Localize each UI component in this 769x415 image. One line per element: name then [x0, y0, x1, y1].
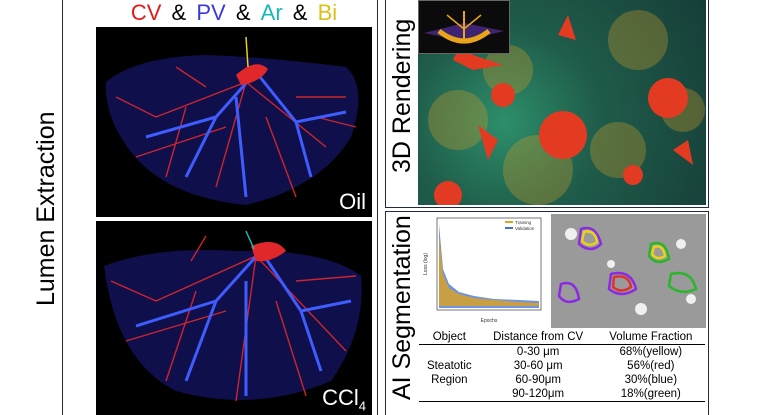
- vessel-panel-oil: Oil: [96, 27, 372, 217]
- vessel-legend: CV & PV & Ar & Bi: [96, 0, 372, 26]
- legend-cv: CV: [130, 0, 162, 25]
- segmentation-image: [551, 214, 706, 328]
- fraction-cell: 18%(green): [596, 387, 705, 402]
- fraction-cell: 68%(yellow): [619, 346, 683, 358]
- distance-cell: 0-30 μm: [516, 346, 560, 358]
- segmentation-overlay: [551, 214, 706, 328]
- fraction-cell: 30%(blue): [624, 374, 678, 386]
- rendering-frame: [385, 0, 709, 208]
- ccl4-text: CCl: [322, 384, 359, 410]
- header-fraction: Volume Fraction: [596, 330, 705, 345]
- lumen-extraction-label: Lumen Extraction: [32, 111, 60, 306]
- loss-legend-validation: Validation: [515, 226, 535, 231]
- distance-cell: 90-120μm: [479, 387, 597, 402]
- legend-sep: &: [235, 0, 251, 25]
- loss-ylabel: Loss (log): [423, 253, 429, 275]
- loss-legend-training: Training: [515, 220, 532, 225]
- table-header-row: Object Distance from CV Volume Fraction: [419, 330, 705, 345]
- table-row: 90-120μm 18%(green): [419, 387, 705, 402]
- segmentation-table: Object Distance from CV Volume Fraction …: [419, 330, 705, 402]
- table-row: Steatotic 30-60 μm 56%(red): [419, 359, 705, 373]
- vessel-tree-oil: [105, 36, 359, 205]
- object-cell: Steatotic: [426, 360, 472, 372]
- fraction-cell: 56%(red): [627, 360, 675, 372]
- header-object: Object: [419, 330, 480, 345]
- table-row: 0-30 μm 68%(yellow): [419, 345, 705, 360]
- object-cell: Region: [431, 374, 468, 386]
- rendering-texture: [428, 10, 705, 205]
- loss-xlabel: Epochs: [481, 318, 498, 324]
- ccl4-subscript: 4: [358, 398, 366, 413]
- object-cell: [419, 345, 480, 360]
- inset-liver-icon: [424, 11, 504, 44]
- loss-chart: Training Validation Epochs Loss (log): [423, 217, 542, 324]
- legend-sep: &: [171, 0, 187, 25]
- header-distance: Distance from CV: [479, 330, 597, 345]
- rendering-label: 3D Rendering: [388, 18, 416, 173]
- legend-ar: Ar: [260, 0, 283, 25]
- vessel-panel-ccl4: CCl4: [96, 221, 372, 415]
- segmentation-frame: [385, 211, 709, 415]
- legend-pv: PV: [196, 0, 226, 25]
- distance-cell: 60-90μm: [515, 374, 561, 386]
- lumen-extraction-frame: [62, 0, 378, 415]
- rendering-inset: [418, 0, 510, 54]
- object-cell: [419, 387, 480, 402]
- legend-bi: Bi: [317, 0, 338, 25]
- segmentation-label: AI Segmentation: [388, 215, 416, 400]
- distance-cell: 30-60 μm: [513, 360, 563, 372]
- training-loss-plot: Training Validation Epochs Loss (log): [419, 214, 545, 328]
- ccl4-label: CCl4: [322, 385, 366, 413]
- legend-sep: &: [292, 0, 308, 25]
- rendering-image: [418, 0, 706, 205]
- table-row: Region 60-90μm 30%(blue): [419, 373, 705, 387]
- oil-label: Oil: [339, 189, 366, 214]
- vessel-tree-ccl4: [104, 230, 362, 402]
